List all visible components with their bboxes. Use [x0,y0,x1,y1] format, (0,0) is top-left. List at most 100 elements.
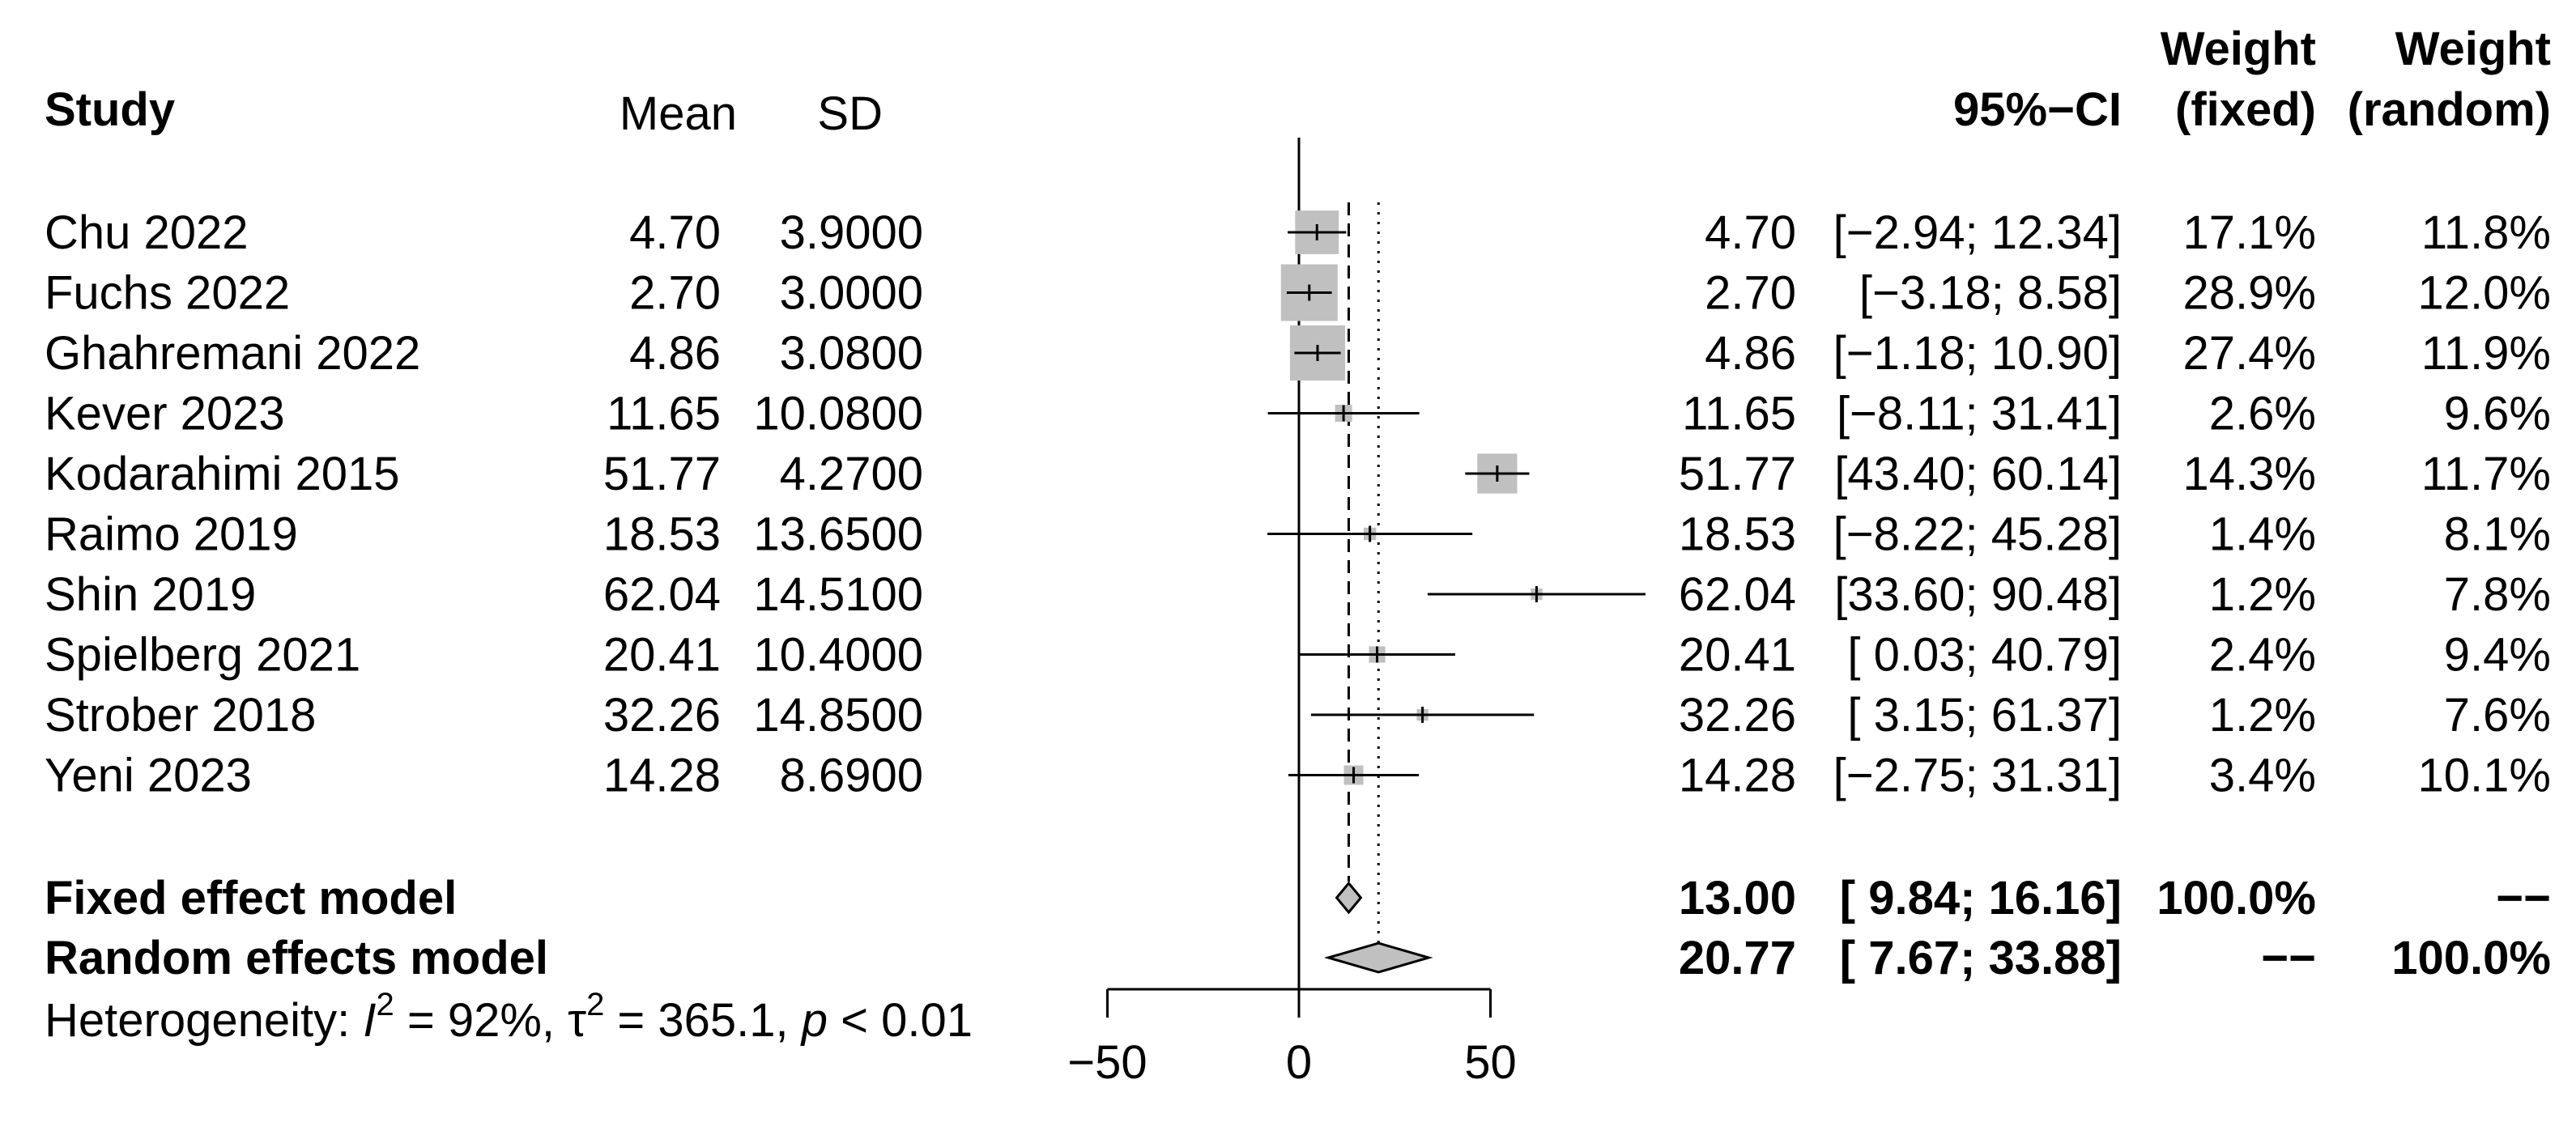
study-weight-random: 11.9% [2421,327,2551,380]
i2-value: = 92%, [394,994,568,1047]
model-weight-fixed: 100.0% [2157,872,2316,924]
study-sd: 8.6900 [780,750,923,802]
study-ci: [−1.18; 10.90] [1833,327,2122,380]
model-weight-random: 100.0% [2391,932,2551,984]
tau-symbol: τ [568,994,586,1047]
header-ci: 95%−CI [1953,83,2122,136]
study-sd: 3.9000 [780,206,923,259]
study-effect: 51.77 [1679,448,1796,500]
study-weight-random: 9.6% [2444,388,2551,440]
study-effect: 11.65 [1682,388,1796,440]
study-ci: [33.60; 90.48] [1834,568,2122,621]
study-weight-fixed: 1.2% [2209,568,2316,621]
study-effect: 20.41 [1679,629,1796,682]
p-value: < 0.01 [828,994,973,1047]
study-weight-fixed: 28.9% [2183,267,2316,320]
study-label: Spielberg 2021 [45,629,360,682]
study-weight-random: 9.4% [2444,629,2551,682]
heterogeneity-text: Heterogeneity: I2 = 92%, τ2 = 365.1, p <… [45,987,973,1047]
study-effect: 2.70 [1705,267,1796,320]
study-mean: 4.86 [629,327,721,380]
study-weight-fixed: 3.4% [2209,750,2316,802]
plot-marks: −50 0 50 [1067,138,1646,1089]
study-ci: [43.40; 60.14] [1834,448,2122,500]
model-effect: 13.00 [1679,872,1796,924]
tau-superscript: 2 [586,987,604,1022]
study-sd: 4.2700 [780,448,923,500]
i2-superscript: 2 [376,987,394,1022]
study-label: Kever 2023 [45,388,285,440]
study-sd: 3.0000 [780,267,923,320]
model-weight-random: −− [2496,872,2551,924]
tau-value: = 365.1, [604,994,801,1047]
fixed-effect-diamond [1335,881,1363,915]
study-effect: 62.04 [1679,568,1796,621]
model-ci: [ 7.67; 33.88] [1840,932,2122,984]
study-weight-random: 10.1% [2418,750,2551,802]
model-label: Fixed effect model [45,872,457,924]
study-weight-fixed: 2.6% [2209,388,2316,440]
study-effect: 18.53 [1679,508,1796,561]
model-weight-fixed: −− [2261,932,2316,984]
study-mean: 32.26 [603,689,721,742]
study-weight-random: 7.8% [2444,568,2551,621]
study-ci: [−2.94; 12.34] [1833,206,2122,259]
x-axis-tick-label: −50 [1067,1036,1147,1089]
study-effect: 14.28 [1679,750,1796,802]
study-mean: 11.65 [607,388,721,440]
p-symbol: p [800,994,828,1047]
study-weight-fixed: 14.3% [2183,448,2316,500]
study-rows: Chu 2022 4.70 3.9000 4.70 [−2.94; 12.34] 17.1… [45,206,2551,984]
study-effect: 32.26 [1679,689,1796,742]
study-weight-random: 12.0% [2418,267,2551,320]
study-label: Chu 2022 [45,206,249,259]
i2-symbol: I [363,994,376,1047]
study-weight-random: 11.8% [2421,206,2551,259]
study-mean: 14.28 [603,750,721,802]
study-weight-fixed: 1.4% [2209,508,2316,561]
study-ci: [−3.18; 8.58] [1859,267,2122,320]
study-sd: 10.0800 [753,388,923,440]
study-mean: 18.53 [603,508,721,561]
study-weight-fixed: 1.2% [2209,689,2316,742]
heterogeneity-prefix: Heterogeneity: [45,994,363,1047]
header-weight-random-2: (random) [2348,83,2551,136]
model-label: Random effects model [45,932,548,984]
study-mean: 51.77 [603,448,721,500]
study-effect: 4.70 [1705,206,1796,259]
header-study: Study [45,83,175,136]
x-axis-tick-label: 0 [1286,1036,1312,1089]
study-mean: 62.04 [603,568,721,621]
study-ci: [ 3.15; 61.37] [1847,689,2122,742]
header-weight-random-1: Weight [2395,23,2551,75]
study-effect: 4.86 [1705,327,1796,380]
study-weight-random: 11.7% [2421,448,2551,500]
model-effect: 20.77 [1679,932,1796,984]
study-sd: 14.5100 [753,568,923,621]
study-label: Fuchs 2022 [45,267,290,320]
study-label: Shin 2019 [45,568,256,621]
study-ci: [−8.22; 45.28] [1833,508,2122,561]
study-sd: 10.4000 [753,629,923,682]
study-sd: 14.8500 [753,689,923,742]
study-label: Strober 2018 [45,689,316,742]
study-ci: [−2.75; 31.31] [1833,750,2122,802]
study-ci: [−8.11; 31.41] [1837,388,2122,440]
study-weight-fixed: 17.1% [2183,206,2316,259]
study-ci: [ 0.03; 40.79] [1847,629,2122,682]
study-weight-random: 8.1% [2444,508,2551,561]
study-label: Raimo 2019 [45,508,298,561]
header-weight-fixed-2: (fixed) [2175,83,2316,136]
study-sd: 13.6500 [753,508,923,561]
study-mean: 2.70 [629,267,721,320]
study-weight-random: 7.6% [2444,689,2551,742]
study-label: Ghahremani 2022 [45,327,420,380]
study-label: Kodarahimi 2015 [45,448,400,500]
header-sd: SD [817,87,883,140]
study-sd: 3.0800 [780,327,923,380]
header-weight-fixed-1: Weight [2161,23,2316,75]
study-mean: 20.41 [603,629,721,682]
study-mean: 4.70 [629,206,721,259]
header-mean: Mean [620,87,737,140]
